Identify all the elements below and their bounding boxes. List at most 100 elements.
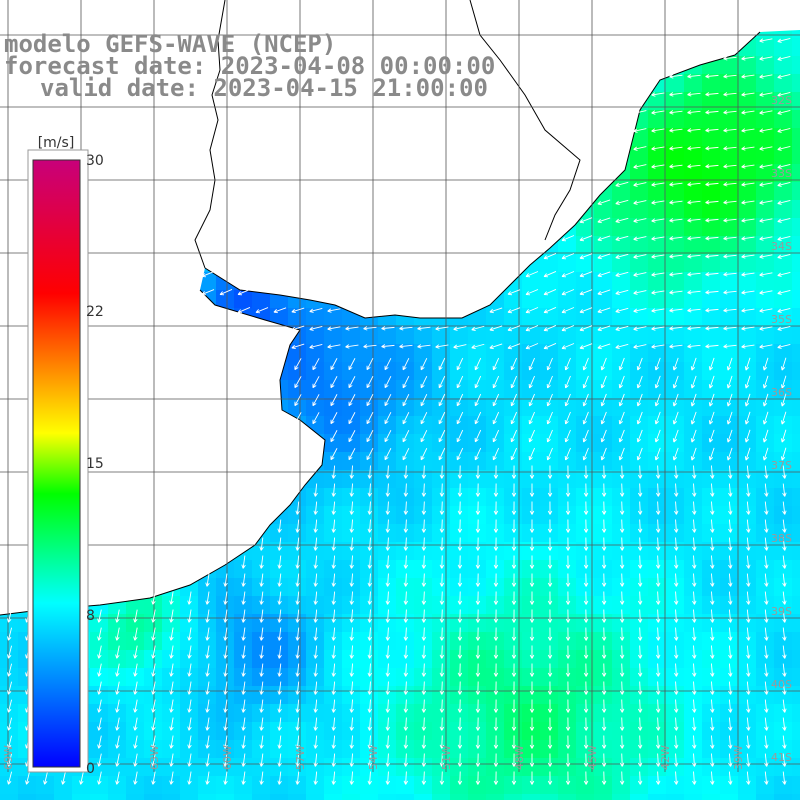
wind-arrow <box>764 699 769 713</box>
field-cell <box>432 524 450 542</box>
wind-arrow <box>349 465 354 479</box>
field-cell <box>126 740 144 758</box>
field-cell <box>630 794 648 800</box>
field-cell <box>216 578 234 596</box>
field-cell <box>198 776 216 794</box>
wind-arrow <box>655 483 661 497</box>
wind-arrow <box>241 699 246 713</box>
field-cell <box>126 668 144 686</box>
wind-arrow <box>312 394 320 407</box>
wind-arrow <box>255 307 269 314</box>
field-cell <box>270 686 288 704</box>
field-cell <box>36 776 54 794</box>
field-cell <box>378 794 396 800</box>
field-cell <box>306 704 324 722</box>
field-cell <box>702 308 720 326</box>
field-cell <box>342 776 360 794</box>
wind-arrow <box>764 591 769 605</box>
field-cell <box>720 434 738 452</box>
field-cell <box>594 794 612 800</box>
wind-arrow <box>457 555 463 569</box>
wind-arrow <box>493 519 499 533</box>
wind-arrow <box>493 681 499 695</box>
field-cell <box>540 524 558 542</box>
field-cell <box>702 416 720 434</box>
wind-arrow <box>723 326 737 331</box>
wind-arrow <box>277 681 282 695</box>
field-cell <box>288 596 306 614</box>
field-cell <box>414 542 432 560</box>
field-cell <box>774 506 792 524</box>
field-cell <box>738 182 756 200</box>
field-cell <box>270 758 288 776</box>
field-cell <box>792 632 800 650</box>
field-cell <box>432 668 450 686</box>
wind-arrow <box>529 465 535 479</box>
wind-arrow <box>241 609 246 623</box>
lon-label: 69W <box>2 745 15 770</box>
field-cell <box>720 362 738 380</box>
wind-arrow <box>741 146 755 151</box>
field-cell <box>522 650 540 668</box>
field-cell <box>720 272 738 290</box>
wind-arrow <box>169 609 174 623</box>
wind-arrow <box>187 609 192 623</box>
wind-arrow <box>313 519 318 533</box>
wind-arrow <box>331 645 336 659</box>
wind-arrow <box>597 289 611 296</box>
wind-arrow <box>692 465 697 479</box>
field-cell <box>342 650 360 668</box>
field-cell <box>504 434 522 452</box>
field-cell <box>720 236 738 254</box>
colorbar-tick-8: 8 <box>86 608 95 624</box>
wind-arrow <box>295 537 300 551</box>
wind-arrow <box>744 393 751 407</box>
wind-arrow <box>669 200 683 205</box>
field-cell <box>522 542 540 560</box>
field-cell <box>540 596 558 614</box>
field-cell <box>414 776 432 794</box>
wind-arrow <box>764 501 769 515</box>
wind-arrow <box>385 627 390 641</box>
field-cell <box>576 470 594 488</box>
field-cell <box>774 236 792 254</box>
field-cell <box>342 578 360 596</box>
field-cell <box>540 560 558 578</box>
field-cell <box>198 614 216 632</box>
lat-label: 36S <box>771 386 792 399</box>
wind-arrow <box>565 699 571 713</box>
field-cell <box>684 182 702 200</box>
field-cell <box>360 380 378 398</box>
wind-arrow <box>402 429 410 443</box>
field-cell <box>720 254 738 272</box>
field-cell <box>144 614 162 632</box>
field-cell <box>792 434 800 452</box>
field-cell <box>378 344 396 362</box>
wind-arrow <box>619 663 625 677</box>
field-cell <box>540 470 558 488</box>
field-cell <box>756 92 774 110</box>
field-cell <box>738 254 756 272</box>
field-cell <box>522 452 540 470</box>
wind-arrow <box>583 645 589 659</box>
colorbar: [m/s] 30 22 15 8 0 <box>27 135 104 777</box>
wind-arrow <box>385 573 390 587</box>
wind-arrow <box>475 663 481 677</box>
wind-arrow <box>654 447 661 461</box>
wind-arrow <box>223 627 228 641</box>
field-cell <box>162 596 180 614</box>
wind-arrow <box>420 411 428 425</box>
wind-arrow <box>692 681 697 695</box>
field-cell <box>630 146 648 164</box>
field-cell <box>540 758 558 776</box>
wind-arrow <box>615 235 629 241</box>
wind-arrow <box>777 217 791 223</box>
wind-arrow <box>511 699 517 713</box>
wind-arrow <box>710 537 715 551</box>
wind-arrow <box>782 627 787 641</box>
field-cell <box>432 560 450 578</box>
wind-arrow <box>669 182 683 187</box>
wind-arrow <box>187 771 192 785</box>
field-cell <box>684 344 702 362</box>
field-cell <box>414 668 432 686</box>
